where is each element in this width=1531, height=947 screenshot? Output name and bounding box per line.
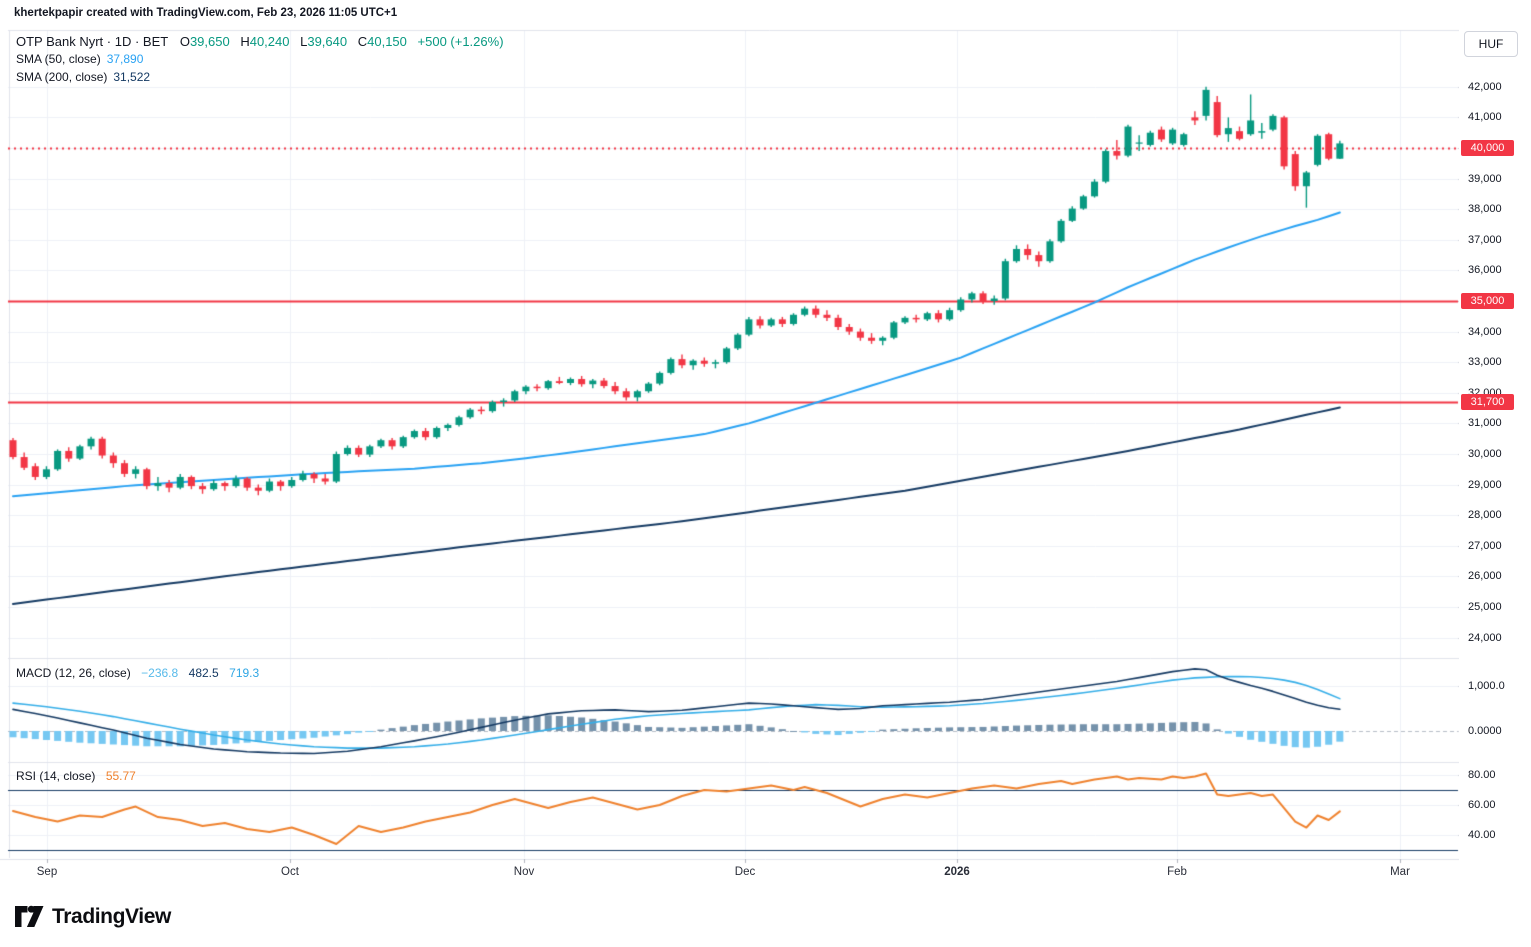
price-tick-label: 28,000 <box>1468 509 1502 522</box>
price-tick-label: 26,000 <box>1468 570 1502 583</box>
time-axis-label: Feb <box>1167 866 1187 878</box>
price-tick-label: 29,000 <box>1468 478 1502 491</box>
price-axis[interactable]: HUF 42,000 41,000 40,000 39,000 38,000 37,000… <box>1459 0 1531 886</box>
tradingview-logo[interactable]: TradingView <box>14 903 171 930</box>
tradingview-logo-icon <box>15 905 44 927</box>
high-value: H40,240 <box>240 34 290 49</box>
sma200-value: 31,522 <box>113 70 151 84</box>
time-axis-label: Sep <box>36 866 58 878</box>
price-tick-label: 38,000 <box>1468 203 1502 216</box>
macd-label: MACD (12, 26, close) <box>16 666 131 680</box>
credit-line: khertekpapir created with TradingView.co… <box>14 7 398 19</box>
rsi-tick-label: 60.00 <box>1468 799 1496 812</box>
tradingview-logo-text: TradingView <box>52 904 171 928</box>
price-tick-label: 25,000 <box>1468 600 1502 613</box>
macd-tick-label: 0.0000 <box>1468 724 1502 737</box>
symbol-title: OTP Bank Nyrt · 1D · BET <box>16 34 169 49</box>
symbol-legend: OTP Bank Nyrt · 1D · BET O39,650 H40,240… <box>16 33 504 86</box>
price-tick-label: 33,000 <box>1468 356 1502 369</box>
change-value: +500 (+1.26%) <box>417 34 504 49</box>
price-level-badge: 31,700 <box>1461 393 1514 410</box>
price-tick-label: 34,000 <box>1468 325 1502 338</box>
rsi-value: 55.77 <box>105 769 136 783</box>
time-axis-label: 2026 <box>944 866 970 878</box>
time-axis-label: Mar <box>1390 866 1410 878</box>
rsi-label: RSI (14, close) <box>16 769 96 783</box>
price-tick-label: 24,000 <box>1468 631 1502 644</box>
price-tick-label: 30,000 <box>1468 447 1502 460</box>
low-value: L39,640 <box>300 34 348 49</box>
macd-line-value: 482.5 <box>188 666 219 680</box>
macd-legend[interactable]: MACD (12, 26, close) −236.8 482.5 719.3 <box>16 664 259 682</box>
rsi-tick-label: 80.00 <box>1468 769 1496 782</box>
macd-hist-value: −236.8 <box>141 666 179 680</box>
price-tick-label: 42,000 <box>1468 80 1502 93</box>
price-tick-label: 36,000 <box>1468 264 1502 277</box>
time-axis-label: Nov <box>513 866 535 878</box>
currency-button[interactable]: HUF <box>1464 31 1518 57</box>
macd-tick-label: 1,000.0 <box>1468 679 1505 692</box>
sma50-row[interactable]: SMA (50, close) 37,890 <box>16 50 504 68</box>
sma50-value: 37,890 <box>106 52 144 66</box>
time-axis-label: Oct <box>281 866 299 878</box>
close-value: C40,150 <box>357 34 407 49</box>
rsi-tick-label: 40.00 <box>1468 829 1496 842</box>
sma200-label: SMA (200, close) <box>16 70 108 84</box>
rsi-legend[interactable]: RSI (14, close) 55.77 <box>16 767 136 785</box>
price-level-badge: 35,000 <box>1461 292 1514 309</box>
sma50-label: SMA (50, close) <box>16 52 101 66</box>
macd-signal-value: 719.3 <box>229 666 260 680</box>
price-tick-label: 37,000 <box>1468 233 1502 246</box>
price-tick-label: 41,000 <box>1468 111 1502 124</box>
price-level-badge: 40,000 <box>1461 139 1514 156</box>
sma200-row[interactable]: SMA (200, close) 31,522 <box>16 68 504 86</box>
symbol-row[interactable]: OTP Bank Nyrt · 1D · BET O39,650 H40,240… <box>16 33 504 50</box>
price-tick-label: 27,000 <box>1468 539 1502 552</box>
open-value: O39,650 <box>179 34 230 49</box>
price-tick-label: 39,000 <box>1468 172 1502 185</box>
time-axis[interactable]: Sep Oct Nov Dec 2026 Feb Mar <box>0 859 1458 886</box>
time-axis-label: Dec <box>734 866 756 878</box>
price-tick-label: 31,000 <box>1468 417 1502 430</box>
